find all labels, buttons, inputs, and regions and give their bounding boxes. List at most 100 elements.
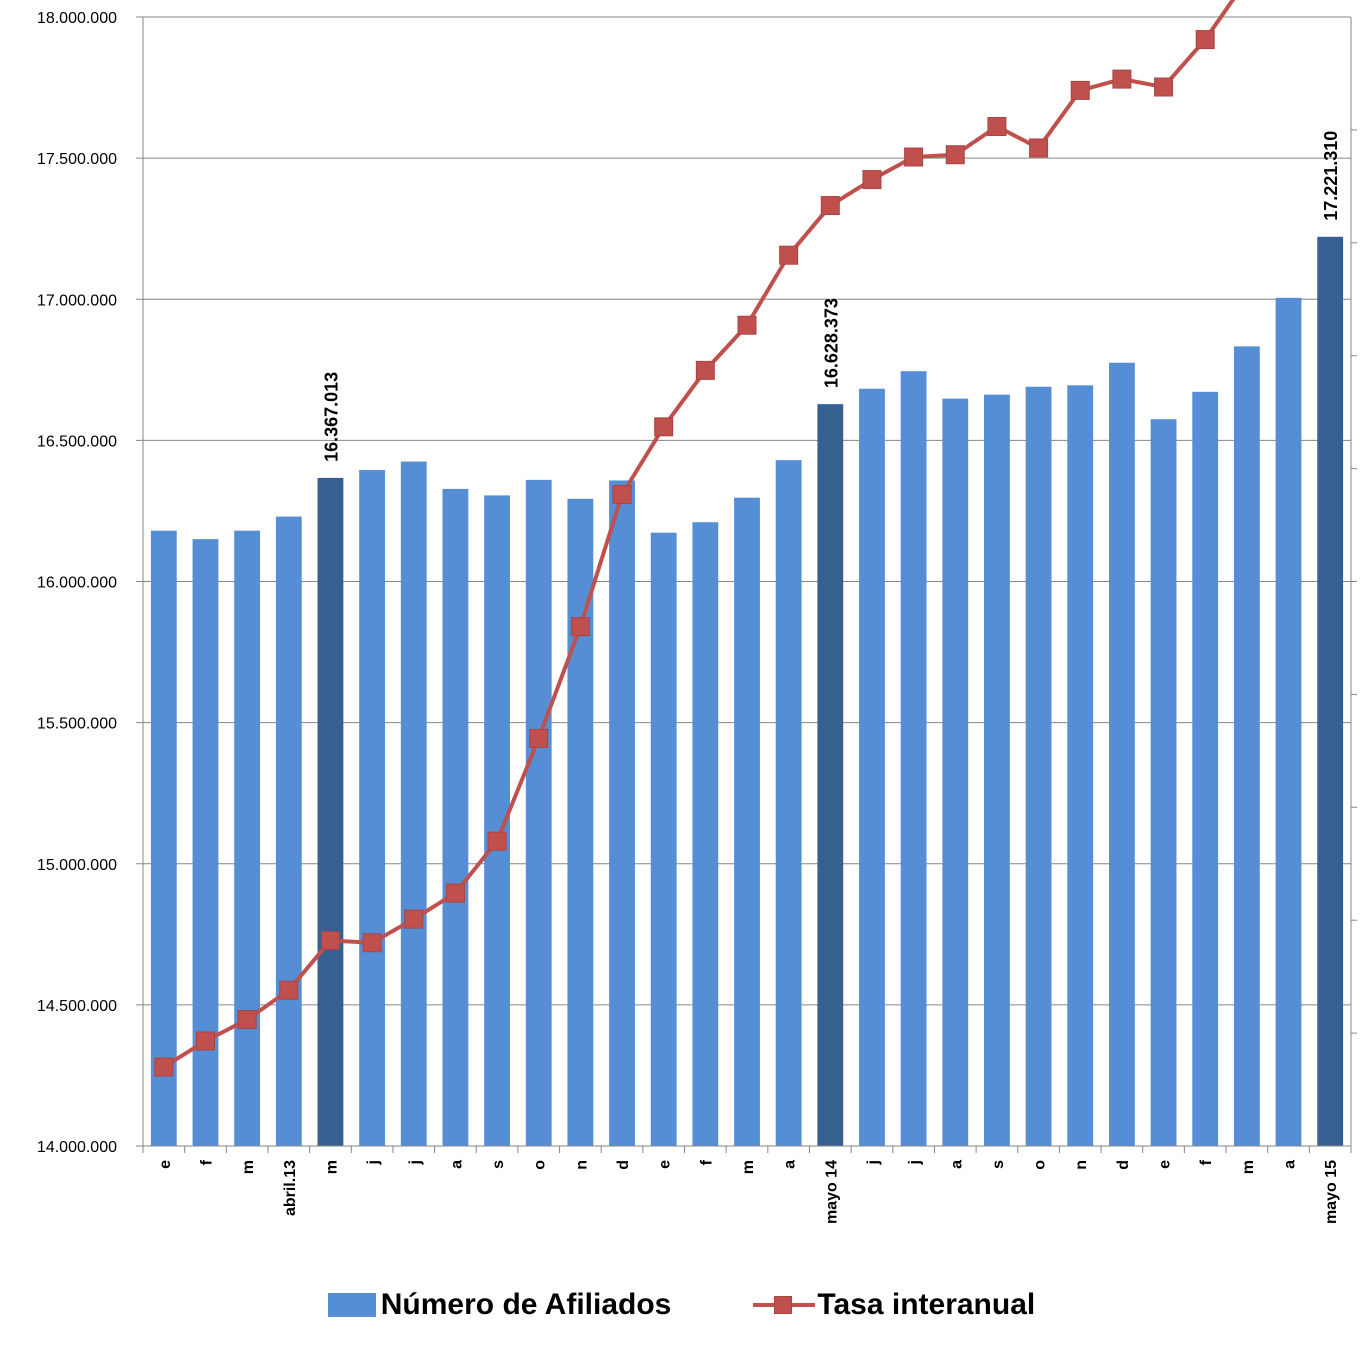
- x-tick-label: o: [532, 1160, 549, 1170]
- line-marker: [987, 117, 1007, 137]
- x-tick-label: m: [740, 1160, 757, 1174]
- line-marker: [279, 980, 299, 1000]
- x-tick-label: j: [865, 1160, 882, 1165]
- y-tick-label: 17.500.000: [37, 151, 117, 168]
- bar: [1108, 362, 1135, 1147]
- line-series-tasa: [154, 0, 1236, 1077]
- bar: [1275, 297, 1302, 1146]
- line-marker: [737, 315, 757, 335]
- line-marker: [195, 1031, 215, 1051]
- bar: [775, 460, 802, 1146]
- y-tick-label: 17.000.000: [37, 292, 117, 309]
- legend: Número de Afiliados Tasa interanual: [0, 1285, 1363, 1325]
- x-tick-label: s: [490, 1160, 507, 1169]
- line-marker: [320, 931, 340, 951]
- x-tick-label: f: [1198, 1159, 1215, 1165]
- bar: [692, 522, 719, 1146]
- chart: 14.000.000 14.500.000 15.000.000 15.500.000…: [37, 0, 1357, 1224]
- line-marker: [529, 728, 549, 748]
- y-axis-ticks: 14.000.000 14.500.000 15.000.000 15.500.000…: [37, 10, 143, 1156]
- bar: [359, 470, 386, 1147]
- x-tick-label: mayo 15: [1323, 1160, 1340, 1224]
- x-tick-label: a: [1282, 1160, 1299, 1169]
- bar: [1025, 386, 1052, 1146]
- line-marker: [404, 909, 424, 929]
- bar-data-label: 17.221.310: [1321, 131, 1341, 221]
- line-marker: [1070, 80, 1090, 100]
- x-tick-label: e: [157, 1160, 174, 1169]
- bar: [650, 532, 677, 1146]
- line-marker: [487, 831, 507, 851]
- x-tick-label: a: [948, 1160, 965, 1169]
- x-tick-label: n: [573, 1160, 590, 1170]
- x-tick-label: d: [615, 1160, 632, 1170]
- y-tick-label: 16.000.000: [37, 575, 117, 592]
- line-marker: [779, 245, 799, 265]
- line-marker: [1154, 77, 1174, 97]
- bar: [942, 398, 969, 1146]
- line-marker: [695, 360, 715, 380]
- bar: [275, 516, 302, 1146]
- line-marker: [237, 1010, 257, 1030]
- bar-data-label: 16.367.013: [321, 372, 341, 462]
- x-tick-label: a: [782, 1160, 799, 1169]
- x-tick-label: s: [990, 1160, 1007, 1169]
- bar: [609, 480, 635, 1147]
- x-tick-label: j: [907, 1160, 924, 1165]
- bar: [150, 530, 177, 1146]
- bar: [400, 461, 427, 1146]
- bar: [900, 371, 927, 1146]
- bar: [1150, 419, 1177, 1146]
- x-tick-label: e: [1157, 1160, 1174, 1169]
- line-marker: [1112, 69, 1132, 89]
- bar: [234, 530, 261, 1146]
- x-tick-label: m: [323, 1160, 340, 1174]
- y-tick-label: 16.500.000: [37, 433, 117, 450]
- bar: [1233, 346, 1260, 1146]
- bar: [567, 498, 594, 1146]
- bar: [442, 488, 469, 1146]
- line-marker: [654, 417, 674, 437]
- line-marker: [862, 170, 882, 190]
- legend-label-tasa: Tasa interanual: [817, 1288, 1036, 1321]
- bar: [1067, 385, 1094, 1146]
- x-tick-label: abril.13: [282, 1160, 299, 1216]
- x-tick-label: n: [1073, 1160, 1090, 1170]
- line-marker: [820, 196, 840, 216]
- y-tick-label: 14.000.000: [37, 1139, 117, 1156]
- bar: [525, 479, 552, 1146]
- bar: [192, 539, 219, 1146]
- legend-swatch-line: [753, 1293, 816, 1317]
- x-tick-label: f: [698, 1159, 715, 1165]
- bar-series-afiliados: [150, 236, 1344, 1147]
- line-marker: [1029, 138, 1049, 158]
- x-tick-label: a: [448, 1160, 465, 1169]
- line-marker: [154, 1057, 174, 1077]
- x-tick-label: e: [657, 1160, 674, 1169]
- line-marker: [445, 883, 465, 903]
- line-marker: [570, 617, 590, 637]
- bar: [734, 497, 760, 1146]
- x-tick-label: d: [1115, 1160, 1132, 1170]
- line-marker: [945, 145, 965, 165]
- x-tick-label: f: [198, 1159, 215, 1165]
- legend-item-afiliados: Número de Afiliados: [327, 1288, 672, 1322]
- bar: [859, 388, 885, 1146]
- x-tick-label: j: [365, 1160, 382, 1165]
- x-axis-ticks: e f m abril.13 m j j a s o n d e f m a mayo 14 j j a s o n d e f m…: [142, 1146, 1352, 1224]
- legend-swatch-bar: [327, 1293, 376, 1317]
- legend-item-tasa: Tasa interanual: [753, 1288, 1035, 1322]
- bar-data-label: 16.628.373: [821, 298, 841, 388]
- line-marker: [362, 933, 382, 953]
- x-tick-label: mayo 14: [823, 1160, 840, 1224]
- y-tick-label: 18.000.000: [37, 10, 117, 27]
- line-marker: [904, 147, 924, 167]
- bar: [984, 394, 1010, 1146]
- line-marker: [612, 485, 632, 505]
- bar: [817, 404, 844, 1146]
- x-tick-label: m: [1240, 1160, 1257, 1174]
- legend-label-afiliados: Número de Afiliados: [380, 1288, 672, 1321]
- bar: [317, 477, 344, 1146]
- bar: [1317, 236, 1344, 1146]
